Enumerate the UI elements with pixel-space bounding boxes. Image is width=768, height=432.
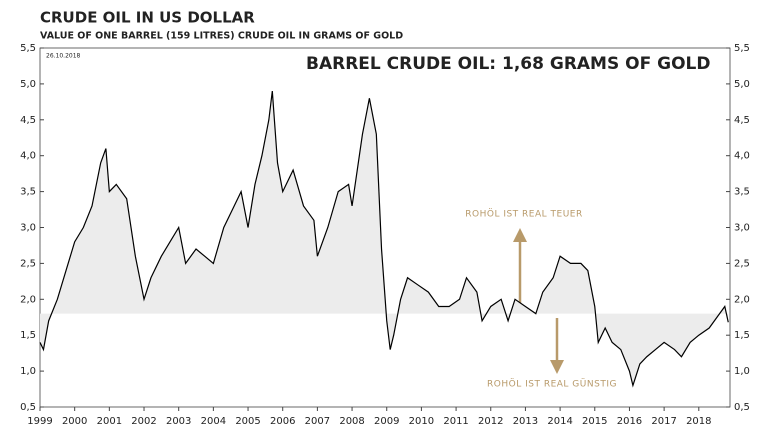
x-tick-label: 2001 <box>97 416 122 427</box>
shaded-area <box>40 91 729 386</box>
x-tick-label: 2006 <box>270 416 295 427</box>
x-tick-label: 2017 <box>651 416 676 427</box>
y-tick-label: 3,5 <box>20 187 36 198</box>
y2-tick-label: 1,0 <box>734 366 750 377</box>
y-tick-label: 2,0 <box>20 294 36 305</box>
y2-tick-label: 5,0 <box>734 79 750 90</box>
y2-tick-label: 3,5 <box>734 187 750 198</box>
date-note: 26.10.2018 <box>46 53 81 60</box>
x-tick-label: 2008 <box>339 416 364 427</box>
y2-tick-label: 2,5 <box>734 258 750 269</box>
y2-tick-label: 5,5 <box>734 43 750 54</box>
y2-tick-label: 1,5 <box>734 330 750 341</box>
x-tick-label: 2014 <box>547 416 572 427</box>
x-tick-label: 2010 <box>409 416 434 427</box>
y-tick-label: 5,0 <box>20 79 36 90</box>
y-tick-label: 2,5 <box>20 258 36 269</box>
x-tick-label: 2011 <box>443 416 468 427</box>
headline: BARREL CRUDE OIL: 1,68 GRAMS OF GOLD <box>306 54 710 74</box>
y-tick-label: 4,5 <box>20 115 36 126</box>
x-tick-label: 2016 <box>617 416 642 427</box>
x-tick-label: 2013 <box>513 416 538 427</box>
y-tick-label: 3,0 <box>20 223 36 234</box>
arrow-head <box>550 360 564 374</box>
chart-title: CRUDE OIL IN US DOLLAR <box>40 9 255 27</box>
annotation: ROHÖL IST REAL GÜNSTIG <box>487 379 617 390</box>
chart-subtitle: VALUE OF ONE BARREL (159 LITRES) CRUDE O… <box>40 31 403 42</box>
x-tick-label: 2003 <box>166 416 191 427</box>
x-tick-label: 2004 <box>201 416 226 427</box>
x-tick-label: 2000 <box>62 416 87 427</box>
x-tick-label: 2018 <box>686 416 711 427</box>
annotation: ROHÖL IST REAL TEUER <box>465 209 582 220</box>
x-tick-label: 2015 <box>582 416 607 427</box>
x-tick-label: 2005 <box>235 416 260 427</box>
x-tick-label: 2007 <box>305 416 330 427</box>
arrows <box>513 228 564 374</box>
arrow-head <box>513 228 527 242</box>
y-tick-label: 5,5 <box>20 43 36 54</box>
x-tick-label: 2012 <box>478 416 503 427</box>
x-tick-label: 2002 <box>131 416 156 427</box>
y2-tick-label: 4,0 <box>734 151 750 162</box>
y2-tick-label: 3,0 <box>734 223 750 234</box>
y-tick-label: 1,5 <box>20 330 36 341</box>
line <box>39 91 729 388</box>
x-tick-label: 1999 <box>27 416 52 427</box>
y-tick-label: 0,5 <box>20 402 36 413</box>
y-tick-label: 1,0 <box>20 366 36 377</box>
y2-tick-label: 0,5 <box>734 402 750 413</box>
x-tick-label: 2009 <box>374 416 399 427</box>
y2-tick-label: 4,5 <box>734 115 750 126</box>
y-tick-label: 4,0 <box>20 151 36 162</box>
y2-tick-label: 2,0 <box>734 294 750 305</box>
